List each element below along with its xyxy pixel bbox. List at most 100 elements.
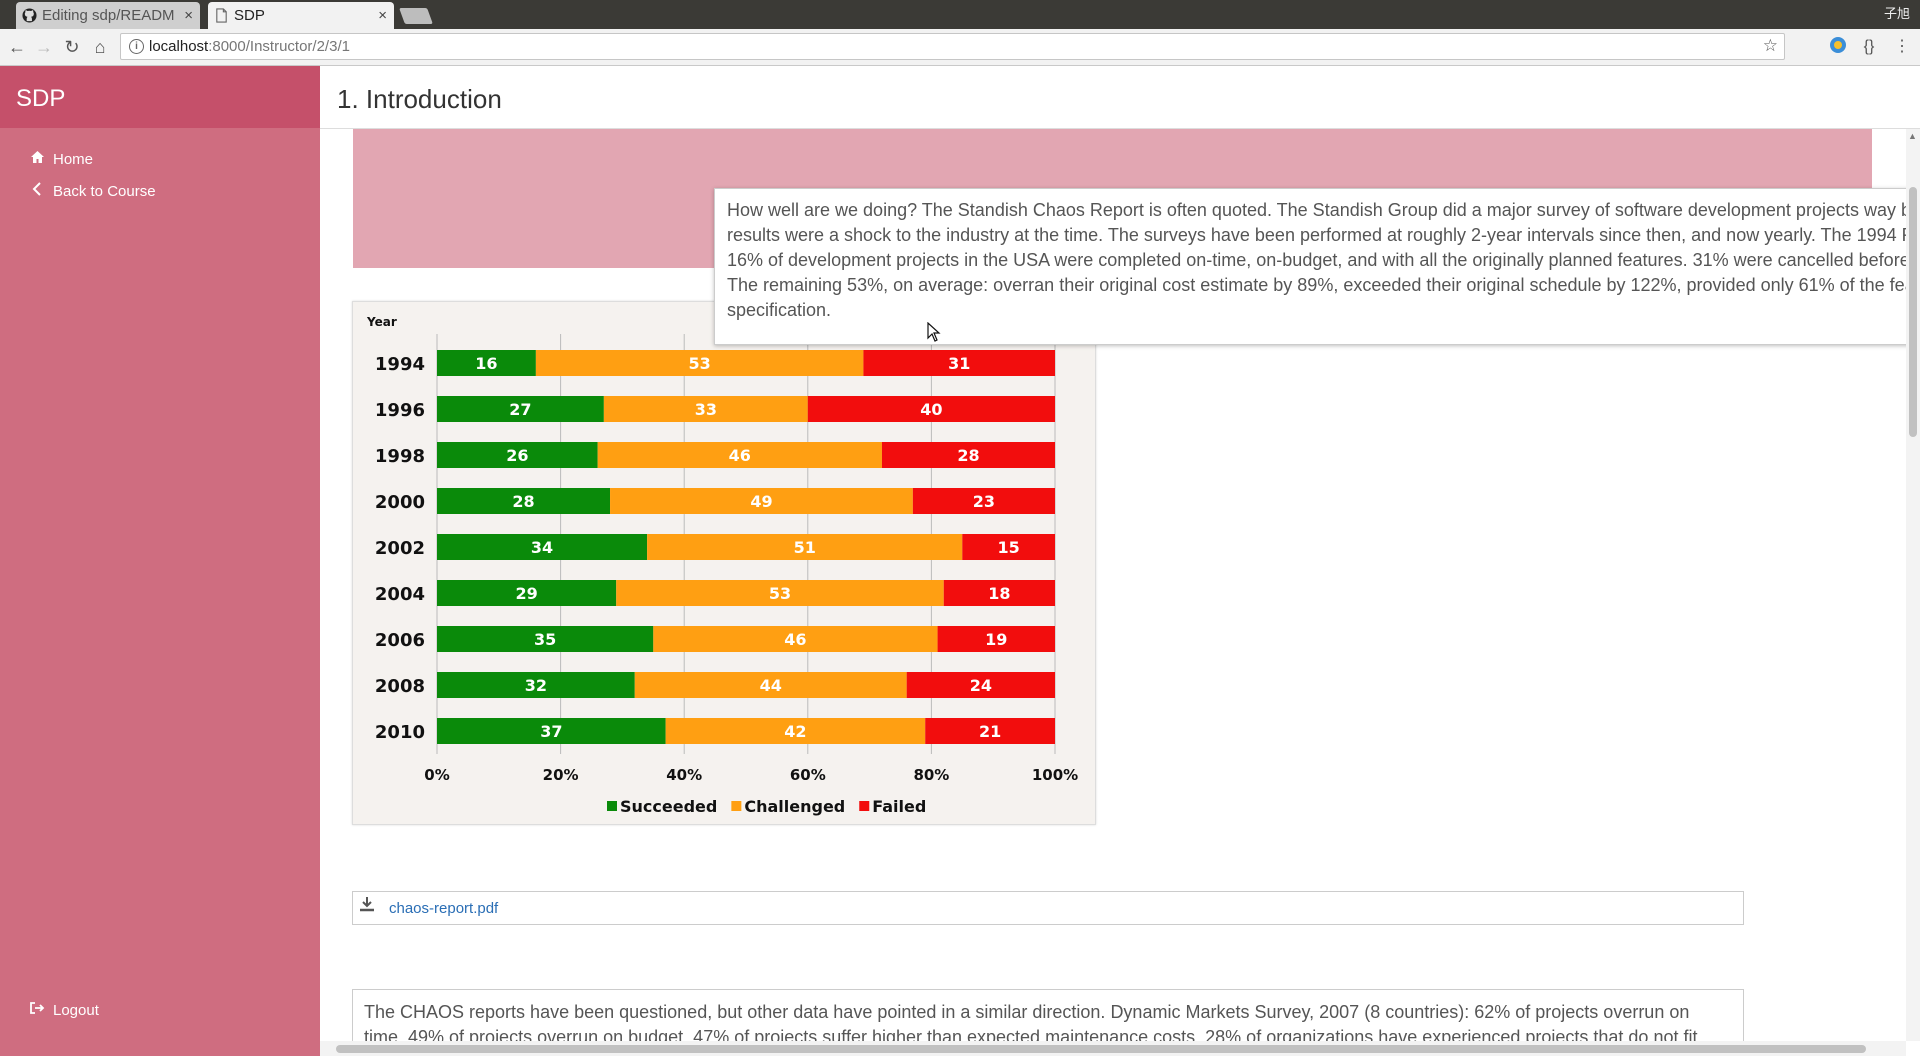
data-label: 26 [506, 446, 528, 465]
legend-swatch [607, 801, 617, 811]
data-label: 32 [525, 676, 547, 695]
data-label: 31 [948, 354, 970, 373]
reload-icon[interactable]: ↻ [64, 37, 80, 57]
home-icon [27, 150, 47, 170]
scroll-up-icon[interactable]: ▲ [1908, 131, 1917, 141]
browser-toolbar: ← → ↻ ⌂ i localhost:8000/Instructor/2/3/… [0, 29, 1920, 66]
close-tab-icon[interactable]: × [378, 7, 387, 24]
bar-failed [863, 350, 1055, 376]
data-label: 33 [695, 400, 717, 419]
bar-failed [943, 580, 1055, 606]
home-icon[interactable]: ⌂ [94, 37, 106, 57]
close-tab-icon[interactable]: × [184, 7, 193, 24]
new-tab-button[interactable] [399, 8, 433, 24]
main-content: 0% 20% 40% 60% 80% 100% Year 1994 16 53 31 1996 27 33… [320, 129, 1906, 1041]
data-label: 19 [985, 630, 1007, 649]
tooltip-popup: How well are we doing? The Standish Chao… [714, 188, 1906, 345]
bar-succeeded [437, 580, 617, 606]
bar-succeeded [437, 488, 611, 514]
tab-title: SDP [234, 7, 265, 24]
bookmark-star-icon[interactable]: ☆ [1762, 36, 1778, 55]
legend-label: Challenged [744, 797, 845, 816]
bar-failed [906, 672, 1055, 698]
data-label: 21 [979, 722, 1001, 741]
info-icon[interactable]: i [129, 39, 144, 54]
data-label: 49 [750, 492, 772, 511]
bar-challenged [665, 718, 926, 744]
bar-failed [937, 626, 1055, 652]
bar-challenged [653, 626, 938, 652]
back-arrow-icon[interactable]: ← [8, 37, 26, 57]
github-icon [22, 8, 37, 23]
logout-icon [27, 1001, 47, 1021]
browser-tab-github[interactable]: Editing sdp/READM × [16, 2, 200, 29]
bar-challenged [616, 580, 944, 606]
scrollbar-thumb[interactable] [1909, 187, 1917, 437]
browser-tab-sdp[interactable]: SDP × [208, 2, 394, 29]
data-label: 53 [769, 584, 791, 603]
horizontal-scrollbar[interactable] [320, 1041, 1906, 1056]
page-icon [216, 8, 227, 23]
address-bar[interactable]: i localhost:8000/Instructor/2/3/1 ☆ [120, 33, 1785, 60]
download-icon [359, 896, 375, 917]
mouse-cursor-icon [927, 322, 941, 342]
bar-challenged [535, 350, 864, 376]
menu-kebab-icon[interactable]: ⋮ [1894, 38, 1910, 55]
chaos-chart-svg: 0% 20% 40% 60% 80% 100% Year 1994 16 53 31 1996 27 33… [366, 315, 1078, 816]
legend-swatch [731, 801, 742, 811]
x-tick-label: 0% [424, 766, 449, 784]
sidebar-item-home[interactable]: Home [27, 150, 93, 170]
bar-failed [962, 534, 1055, 560]
data-label: 27 [509, 400, 531, 419]
chaos-chart: 0% 20% 40% 60% 80% 100% Year 1994 16 53 31 1996 27 33… [352, 301, 1096, 825]
data-label: 37 [540, 722, 562, 741]
bar-succeeded [437, 534, 648, 560]
bar-failed [912, 488, 1055, 514]
attachment-row[interactable]: chaos-report.pdf [352, 891, 1744, 925]
forward-arrow-icon[interactable]: → [35, 37, 53, 57]
bar-succeeded [437, 396, 604, 422]
bar-failed [807, 396, 1055, 422]
y-axis-title: Year [366, 315, 397, 329]
extension-icon[interactable] [1827, 36, 1849, 58]
page-header: 1. Introduction [320, 66, 1920, 129]
sidebar-item-back-to-course[interactable]: Back to Course [27, 182, 156, 202]
data-label: 23 [973, 492, 995, 511]
attachment-link[interactable]: chaos-report.pdf [389, 900, 499, 917]
data-label: 18 [988, 584, 1010, 603]
legend-swatch [859, 801, 870, 811]
chevron-left-icon [27, 182, 47, 202]
x-tick-label: 80% [913, 766, 949, 784]
bar-failed [881, 442, 1055, 468]
logout-link[interactable]: Logout [27, 1001, 99, 1021]
text-block: The CHAOS reports have been questioned, … [352, 989, 1744, 1041]
y-tick-label: 1996 [375, 400, 425, 421]
data-label: 53 [689, 354, 711, 373]
scrollbar-thumb[interactable] [336, 1045, 1866, 1053]
data-label: 44 [760, 676, 782, 695]
sidebar-header: SDP [0, 66, 320, 128]
bar-challenged [647, 534, 963, 560]
y-tick-label: 2006 [375, 630, 425, 651]
profile-name[interactable]: 子旭 [1883, 6, 1910, 21]
bar-challenged [610, 488, 913, 514]
y-tick-label: 1994 [375, 354, 425, 375]
page-title: 1. Introduction [337, 84, 502, 114]
data-label: 35 [534, 630, 556, 649]
sidebar-item-label: Back to Course [53, 183, 156, 200]
data-label: 34 [531, 538, 553, 557]
bar-challenged [634, 672, 907, 698]
vertical-scrollbar[interactable]: ▲ [1906, 129, 1920, 1041]
y-tick-label: 2000 [375, 492, 425, 513]
y-tick-label: 2004 [375, 584, 425, 605]
sidebar: SDP Home Back to Course Logout [0, 66, 320, 1056]
json-viewer-icon[interactable]: {} [1863, 38, 1875, 55]
bar-succeeded [437, 442, 598, 468]
data-label: 28 [957, 446, 979, 465]
bar-succeeded [437, 626, 654, 652]
data-label: 46 [784, 630, 806, 649]
brand-title[interactable]: SDP [16, 85, 66, 112]
x-tick-label: 20% [543, 766, 579, 784]
browser-tab-strip: Editing sdp/READM × SDP × 子旭 [0, 0, 1920, 29]
data-label: 51 [794, 538, 816, 557]
